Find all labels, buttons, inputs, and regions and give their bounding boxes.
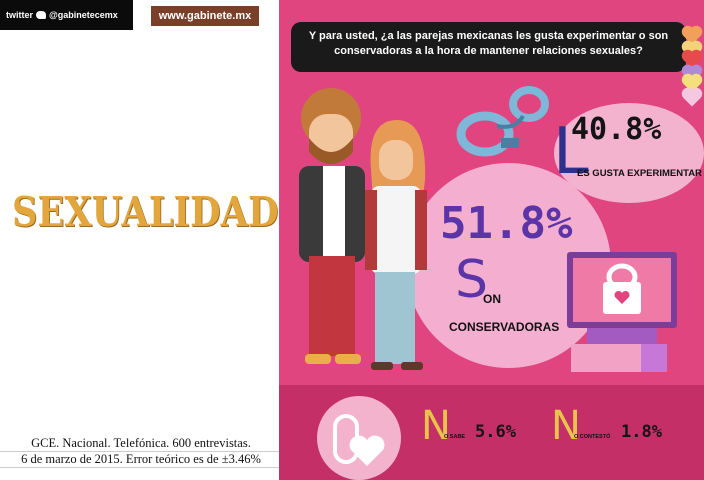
conservative-value: 51.8% (440, 198, 573, 249)
conservative-label-2: CONSERVADORAS (449, 320, 560, 334)
hearts-column (683, 27, 701, 107)
nocontesto-label: O CONTESTÓ (574, 434, 611, 440)
nosabe-label: O SABE (444, 434, 466, 440)
experiment-value: 40.8% (571, 112, 662, 147)
section-title: SEXUALIDAD (12, 188, 279, 236)
twitter-wordmark: twitter (6, 10, 33, 20)
heart-icon (683, 89, 701, 107)
source-line-2: 6 de marzo de 2015. Error teórico es de … (0, 451, 282, 468)
handcuffs-icon (456, 86, 549, 157)
experiment-initial: L (553, 115, 589, 189)
twitter-bird-icon (36, 11, 46, 19)
website-link[interactable]: www.gabinete.mx (151, 6, 259, 26)
experiment-bubble (554, 103, 704, 203)
conservative-initial: S (455, 250, 489, 310)
survey-question: Y para usted, ¿a las parejas mexicanas l… (291, 22, 686, 72)
condom-heart-icon (317, 396, 401, 480)
conservative-label-1: ON (483, 292, 501, 306)
social-handle: @gabinetecemx (49, 10, 118, 20)
source-note: GCE. Nacional. Telefónica. 600 entrevist… (0, 436, 282, 468)
experiment-label: ES GUSTA EXPERIMENTAR (577, 168, 702, 179)
source-line-1: GCE. Nacional. Telefónica. 600 entrevist… (31, 436, 251, 450)
social-handle-bar: twitter @gabinetecemx (0, 0, 133, 30)
nocontesto-value: 1.8% (621, 422, 662, 442)
infographic-panel: Y para usted, ¿a las parejas mexicanas l… (279, 0, 704, 480)
nosabe-value: 5.6% (475, 422, 516, 442)
nocontesto-initial: N (551, 403, 581, 449)
nosabe-initial: N (421, 403, 451, 449)
couple-illustration (299, 88, 427, 370)
computer-lock-icon (567, 252, 677, 372)
